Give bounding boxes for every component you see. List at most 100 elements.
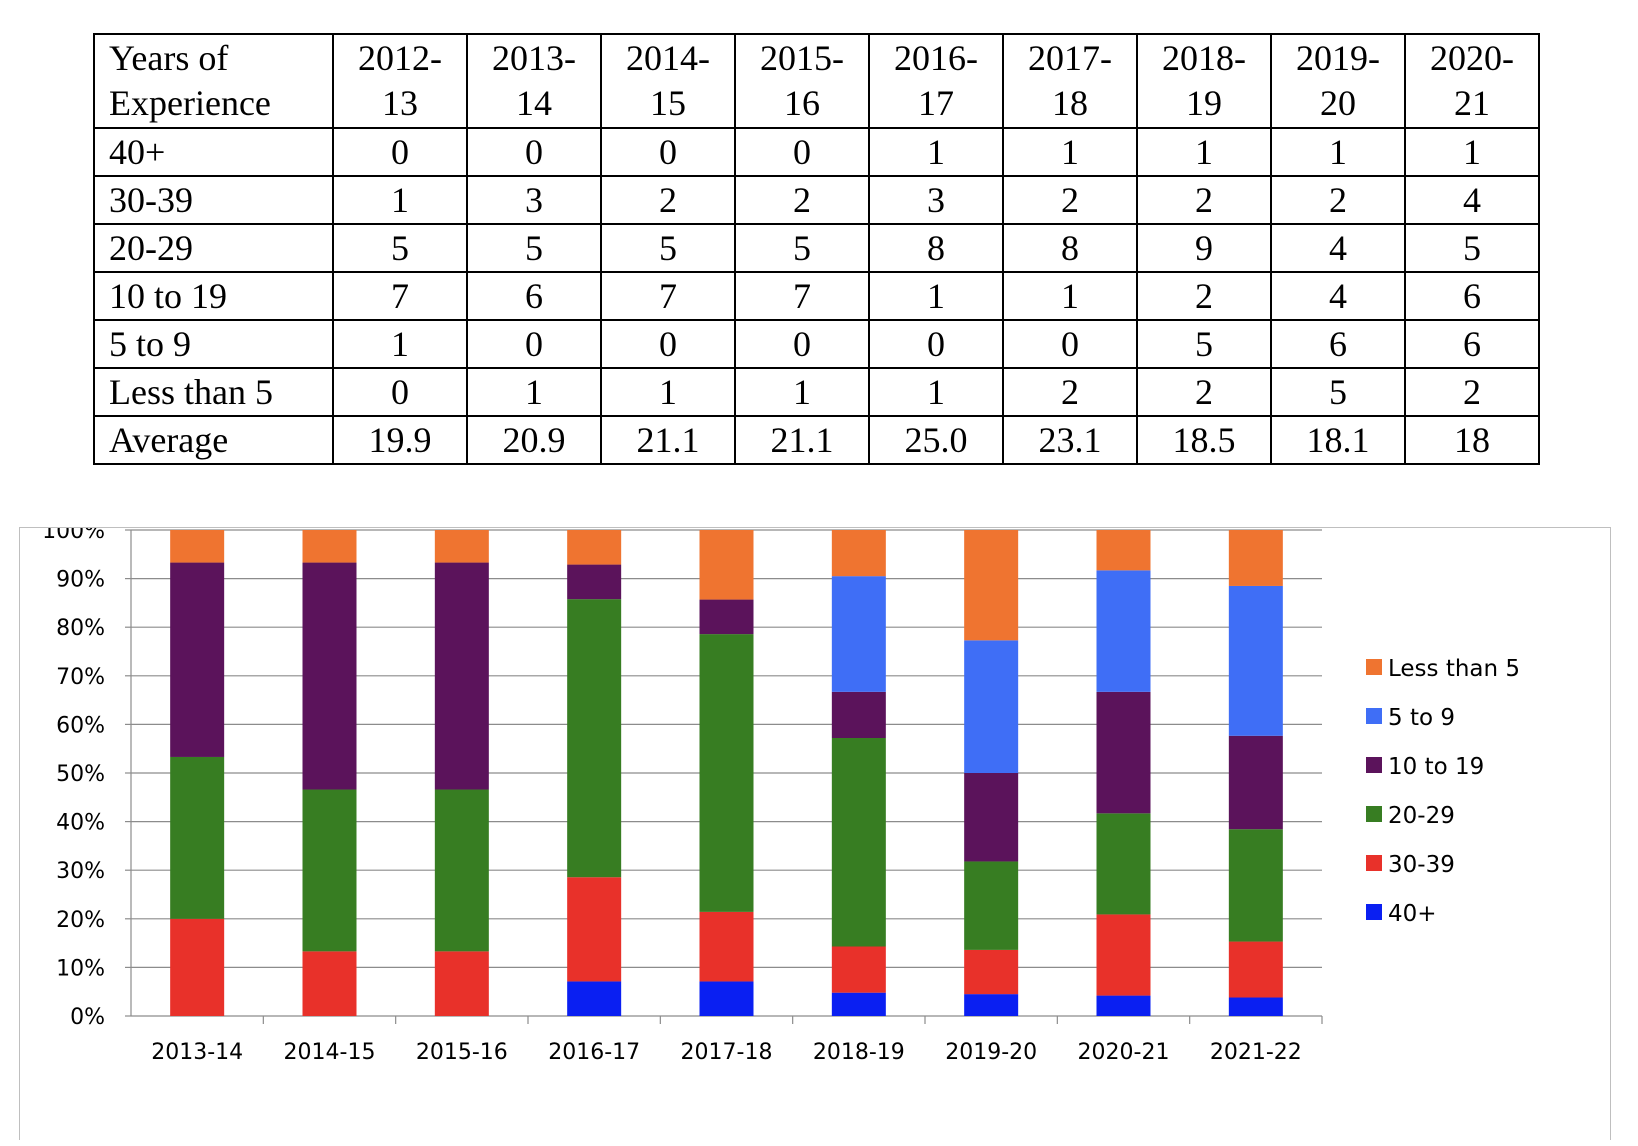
bar-segment xyxy=(964,994,1019,1016)
table-cell: 2 xyxy=(1002,175,1138,225)
table-cell: 6 xyxy=(1404,319,1540,369)
table-cell: 3 xyxy=(868,175,1004,225)
table-cell: 0 xyxy=(868,319,1004,369)
table-cell: 19.9 xyxy=(332,415,468,465)
legend-label: Less than 5 xyxy=(1388,656,1520,682)
header-year-line2: 13 xyxy=(382,83,418,123)
y-tick-label: 80% xyxy=(56,616,105,641)
table-row: 40+ 0 0 0 0 1 1 1 1 1 xyxy=(93,127,1540,177)
x-tick-label: 2015-16 xyxy=(416,1040,508,1065)
table-cell: 2 xyxy=(1136,271,1272,321)
bar-segment xyxy=(964,530,1019,641)
table-cell: 18 xyxy=(1404,415,1540,465)
table-cell: 0 xyxy=(332,127,468,177)
bar-segment xyxy=(302,562,357,790)
bar-segment xyxy=(831,992,886,1016)
bar-segment xyxy=(1228,997,1283,1016)
bar-segment xyxy=(831,691,886,739)
row-label: 10 to 19 xyxy=(93,271,334,321)
table-cell: 7 xyxy=(600,271,736,321)
header-year-line2: 20 xyxy=(1320,83,1356,123)
bar-segment xyxy=(567,530,622,565)
table-cell: 2 xyxy=(734,175,870,225)
header-year-0: 2012- 13 xyxy=(332,33,468,129)
legend-swatch xyxy=(1366,855,1382,871)
table-cell: 5 xyxy=(600,223,736,273)
table-cell: 2 xyxy=(1270,175,1406,225)
table-cell: 2 xyxy=(1002,367,1138,417)
table-cell: 5 xyxy=(332,223,468,273)
x-tick-label: 2014-15 xyxy=(284,1040,376,1065)
bar-segment xyxy=(831,738,886,947)
x-tick-label: 2017-18 xyxy=(681,1040,773,1065)
header-year-line1: 2013- xyxy=(492,38,576,78)
bar-segment xyxy=(567,981,622,1016)
bar-segment xyxy=(699,530,754,600)
bar-segment xyxy=(302,530,357,563)
y-tick-label: 0% xyxy=(70,1005,105,1030)
bar-segment xyxy=(1228,941,1283,998)
row-label: 20-29 xyxy=(93,223,334,273)
table-cell: 1 xyxy=(868,367,1004,417)
row-label: 5 to 9 xyxy=(93,319,334,369)
bar-segment xyxy=(1096,691,1151,814)
table-row: 30-39 1 3 2 2 3 2 2 2 4 xyxy=(93,175,1540,225)
y-tick-label: 60% xyxy=(56,713,105,738)
legend-label: 20-29 xyxy=(1388,803,1455,829)
y-tick-label: 30% xyxy=(56,859,105,884)
table-cell: 1 xyxy=(734,367,870,417)
table-cell: 21.1 xyxy=(734,415,870,465)
table-cell: 7 xyxy=(734,271,870,321)
header-year-line2: 17 xyxy=(918,83,954,123)
table-cell: 0 xyxy=(332,367,468,417)
bar-segment xyxy=(170,530,225,563)
table-cell: 8 xyxy=(1002,223,1138,273)
table-cell: 3 xyxy=(466,175,602,225)
header-year-2: 2014- 15 xyxy=(600,33,736,129)
bar-segment xyxy=(964,861,1019,950)
header-year-line2: 14 xyxy=(516,83,552,123)
table-cell: 20.9 xyxy=(466,415,602,465)
table-cell: 1 xyxy=(466,367,602,417)
table-cell: 1 xyxy=(868,127,1004,177)
y-tick-label: 20% xyxy=(56,908,105,933)
legend-swatch xyxy=(1366,904,1382,920)
table-cell: 4 xyxy=(1270,271,1406,321)
table-cell: 2 xyxy=(1404,367,1540,417)
bar-segment xyxy=(434,951,489,1016)
legend-swatch xyxy=(1366,708,1382,724)
table-cell: 21.1 xyxy=(600,415,736,465)
header-year-7: 2019- 20 xyxy=(1270,33,1406,129)
table-cell: 0 xyxy=(466,127,602,177)
bar-segment xyxy=(831,946,886,993)
bar-segment xyxy=(964,949,1019,995)
bar-segment xyxy=(699,981,754,1016)
table-header-row: Years of Experience 2012- 13 2013- 14 2014- 1… xyxy=(93,33,1540,129)
table-cell: 9 xyxy=(1136,223,1272,273)
legend-label: 5 to 9 xyxy=(1388,705,1455,731)
bar-segment xyxy=(170,756,225,919)
table-cell: 4 xyxy=(1404,175,1540,225)
legend-swatch xyxy=(1366,757,1382,773)
table-cell: 6 xyxy=(466,271,602,321)
header-year-line1: 2015- xyxy=(760,38,844,78)
table-cell: 0 xyxy=(1002,319,1138,369)
bar-segment xyxy=(699,911,754,982)
header-year-5: 2017- 18 xyxy=(1002,33,1138,129)
bar-segment xyxy=(170,918,225,1016)
header-year-line1: 2019- xyxy=(1296,38,1380,78)
legend-swatch xyxy=(1366,806,1382,822)
table-cell: 5 xyxy=(1270,367,1406,417)
table-row: 10 to 19 7 6 7 7 1 1 2 4 6 xyxy=(93,271,1540,321)
row-label: 30-39 xyxy=(93,175,334,225)
header-year-6: 2018- 19 xyxy=(1136,33,1272,129)
header-year-line1: 2017- xyxy=(1028,38,1112,78)
bar-segment xyxy=(1228,829,1283,942)
bar-segment xyxy=(699,634,754,912)
bar-segment xyxy=(567,877,622,982)
table-cell: 1 xyxy=(1404,127,1540,177)
table-cell: 2 xyxy=(600,175,736,225)
table-cell: 5 xyxy=(1136,319,1272,369)
table-cell: 8 xyxy=(868,223,1004,273)
